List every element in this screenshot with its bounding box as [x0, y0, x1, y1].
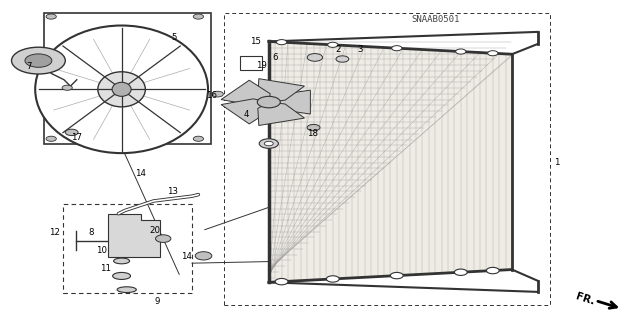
Circle shape — [486, 267, 499, 274]
Circle shape — [193, 14, 204, 19]
Circle shape — [195, 252, 212, 260]
Text: 14: 14 — [135, 169, 147, 178]
Circle shape — [259, 139, 278, 148]
Ellipse shape — [113, 272, 131, 279]
Circle shape — [62, 85, 72, 90]
Circle shape — [326, 276, 339, 282]
Text: 12: 12 — [49, 228, 60, 237]
Circle shape — [212, 91, 223, 97]
Bar — [44, 13, 211, 144]
Text: 8: 8 — [89, 228, 94, 237]
Circle shape — [307, 54, 323, 61]
Polygon shape — [221, 80, 270, 105]
Text: 1: 1 — [554, 158, 559, 167]
Circle shape — [257, 96, 280, 108]
Circle shape — [12, 47, 65, 74]
Circle shape — [456, 49, 466, 54]
Circle shape — [307, 124, 320, 131]
Text: 3: 3 — [357, 45, 362, 54]
Circle shape — [390, 272, 403, 279]
Text: 17: 17 — [71, 133, 83, 142]
Circle shape — [193, 136, 204, 141]
Text: 20: 20 — [149, 226, 161, 235]
Text: 13: 13 — [167, 187, 179, 196]
Circle shape — [454, 269, 467, 275]
Circle shape — [392, 46, 402, 51]
Text: 19: 19 — [256, 61, 266, 70]
Text: 6: 6 — [273, 53, 278, 62]
Text: 4: 4 — [244, 110, 249, 119]
Bar — [224, 13, 550, 305]
Circle shape — [46, 14, 56, 19]
Circle shape — [25, 54, 52, 67]
Text: 2: 2 — [335, 45, 340, 54]
Bar — [63, 204, 192, 293]
Text: 15: 15 — [250, 37, 262, 46]
Ellipse shape — [114, 258, 129, 264]
Text: 9: 9 — [154, 297, 159, 306]
Polygon shape — [258, 102, 305, 125]
Circle shape — [488, 51, 498, 56]
Ellipse shape — [117, 287, 136, 293]
Text: 14: 14 — [181, 252, 193, 261]
Circle shape — [46, 136, 56, 141]
Ellipse shape — [98, 72, 145, 107]
Ellipse shape — [35, 26, 208, 153]
Bar — [240, 56, 262, 70]
Circle shape — [328, 42, 338, 48]
Polygon shape — [108, 214, 160, 257]
Circle shape — [275, 278, 288, 285]
Text: 7: 7 — [26, 63, 31, 71]
Polygon shape — [269, 41, 512, 282]
Polygon shape — [258, 79, 305, 102]
Text: 5: 5 — [172, 33, 177, 42]
Text: 16: 16 — [205, 91, 217, 100]
Text: 10: 10 — [95, 246, 107, 255]
Circle shape — [336, 56, 349, 62]
Circle shape — [264, 141, 273, 146]
Circle shape — [156, 235, 171, 242]
Polygon shape — [269, 90, 310, 114]
Text: 18: 18 — [307, 130, 318, 138]
Text: FR.: FR. — [575, 292, 596, 307]
Ellipse shape — [112, 82, 131, 96]
Text: SNAAB0501: SNAAB0501 — [411, 15, 460, 24]
Circle shape — [276, 40, 287, 45]
Text: 11: 11 — [100, 264, 111, 273]
Polygon shape — [221, 99, 270, 124]
Circle shape — [65, 129, 78, 136]
